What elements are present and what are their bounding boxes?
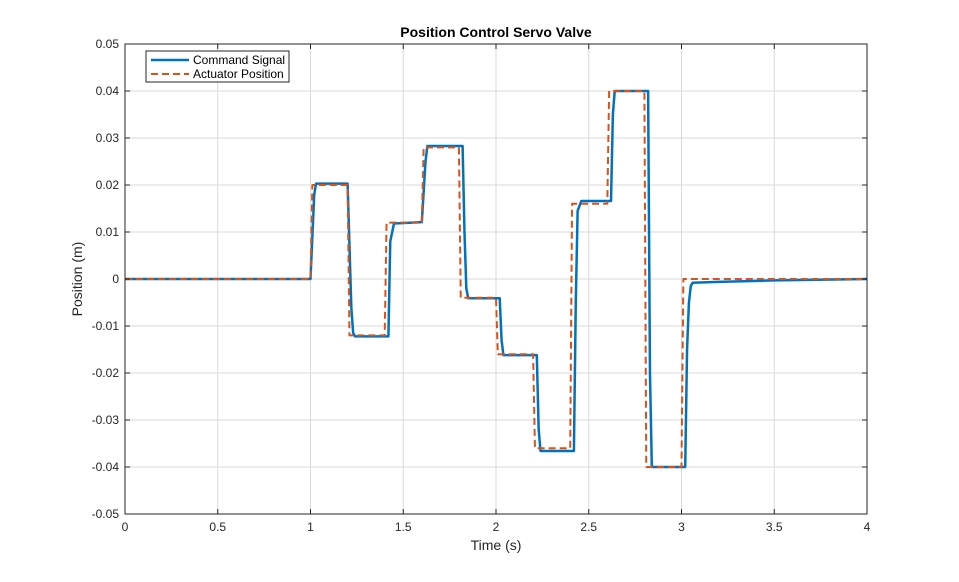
series-line-actuator-position bbox=[125, 90, 867, 468]
x-tick-label: 3 bbox=[678, 520, 685, 534]
y-tick-label: 0.04 bbox=[96, 84, 120, 98]
x-axis-label: Time (s) bbox=[471, 537, 522, 553]
legend-label-actuator-position: Actuator Position bbox=[193, 67, 284, 81]
x-tick-label: 3.5 bbox=[766, 520, 783, 534]
series-lines bbox=[125, 89, 868, 469]
x-tick-label: 0 bbox=[122, 520, 129, 534]
tick-marks bbox=[124, 43, 868, 515]
x-tick-label: 2.5 bbox=[580, 520, 597, 534]
y-tick-label: -0.05 bbox=[92, 507, 120, 521]
y-tick-label: -0.02 bbox=[92, 366, 120, 380]
x-tick-labels: 0 0.5 1 1.5 2 2.5 3 3.5 4 bbox=[122, 520, 871, 534]
y-axis-label: Position (m) bbox=[69, 242, 85, 317]
y-tick-label: 0 bbox=[112, 272, 119, 286]
y-tick-label: -0.03 bbox=[92, 413, 120, 427]
x-tick-label: 2 bbox=[493, 520, 500, 534]
y-tick-label: -0.01 bbox=[92, 319, 120, 333]
plot-area bbox=[124, 43, 868, 515]
y-tick-label: 0.05 bbox=[96, 37, 120, 51]
legend: Command Signal Actuator Position bbox=[145, 50, 290, 83]
y-tick-labels: -0.05 -0.04 -0.03 -0.02 -0.01 0 0.01 0.02 0.03 0.… bbox=[92, 37, 120, 521]
legend-label-command-signal: Command Signal bbox=[193, 53, 285, 67]
x-tick-label: 4 bbox=[864, 520, 871, 534]
x-tick-label: 1 bbox=[307, 520, 314, 534]
legend-box bbox=[145, 50, 290, 83]
y-tick-label: 0.03 bbox=[96, 131, 120, 145]
y-tick-label: -0.04 bbox=[92, 460, 120, 474]
y-tick-label: 0.01 bbox=[96, 225, 120, 239]
x-tick-label: 0.5 bbox=[209, 520, 226, 534]
y-tick-label: 0.02 bbox=[96, 178, 120, 192]
chart-title: Position Control Servo Valve bbox=[400, 24, 592, 40]
x-tick-label: 1.5 bbox=[395, 520, 412, 534]
